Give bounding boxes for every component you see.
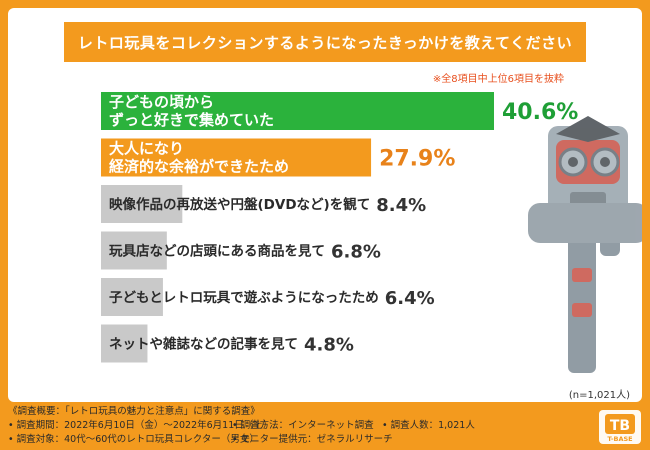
survey-provider: • モニター提供元：ゼネラルリサーチ [232,434,393,445]
bar-4 [101,231,167,270]
survey-name: 《調査概要：「レトロ玩具の魅力と注意点」に関する調査》 [8,406,260,417]
category-label-3: 映像作品の再放送や円盤(DVDなど)を観て [109,196,370,213]
category-label-5: 子どもとレトロ玩具で遊ぶようになったため [109,289,379,306]
survey-target: • 調査対象：40代～60代のレトロ玩具コレクター（男女） [8,434,259,445]
category-label-1: 子どもの頃からずっと好きで集めていた [109,93,274,129]
chart-note: ※全8項目中上位6項目を抜粋 [432,74,564,85]
value-label-5: 6.4% [385,288,435,309]
category-label-4: 玩具店などの店頭にある商品を見て [109,243,325,260]
bar-5 [101,278,163,316]
survey-method: • 調査方法：インターネット調査 [232,420,374,431]
sample-size: (n=1,021人) [568,390,630,401]
value-label-1: 40.6% [502,100,578,125]
bar-3 [101,185,183,223]
tbase-logo: TB T-BASE [599,410,641,444]
bar-6 [101,324,148,363]
value-label-6: 4.8% [304,335,354,356]
bar-1 [101,92,494,130]
chart-card: レトロ玩具をコレクションするようになったきっかけを教えてください ※全8項目中上… [8,8,642,402]
chart-title: レトロ玩具をコレクションするようになったきっかけを教えてください [64,22,586,62]
survey-footer: 《調査概要：「レトロ玩具の魅力と注意点」に関する調査》 • 調査期間：2022年… [8,405,568,449]
robot-illustration [528,116,642,373]
logo-mark: TB [610,418,630,434]
survey-period: • 調査期間：2022年6月10日（金）～2022年6月11日（土） [8,420,273,431]
bar-2 [101,138,372,177]
survey-count: • 調査人数：1,021人 [382,420,475,431]
logo-text: T-BASE [607,435,632,443]
value-label-2: 27.9% [379,147,455,172]
category-label-2: 大人になり経済的な余裕ができたため [109,140,289,176]
category-label-6: ネットや雑誌などの記事を見て [109,336,298,353]
bar-chart: 子どもの頃からずっと好きで集めていた 40.6% 大人になり経済的な余裕ができたため… [101,92,578,363]
value-label-3: 8.4% [376,195,426,216]
value-label-4: 6.8% [331,242,381,263]
